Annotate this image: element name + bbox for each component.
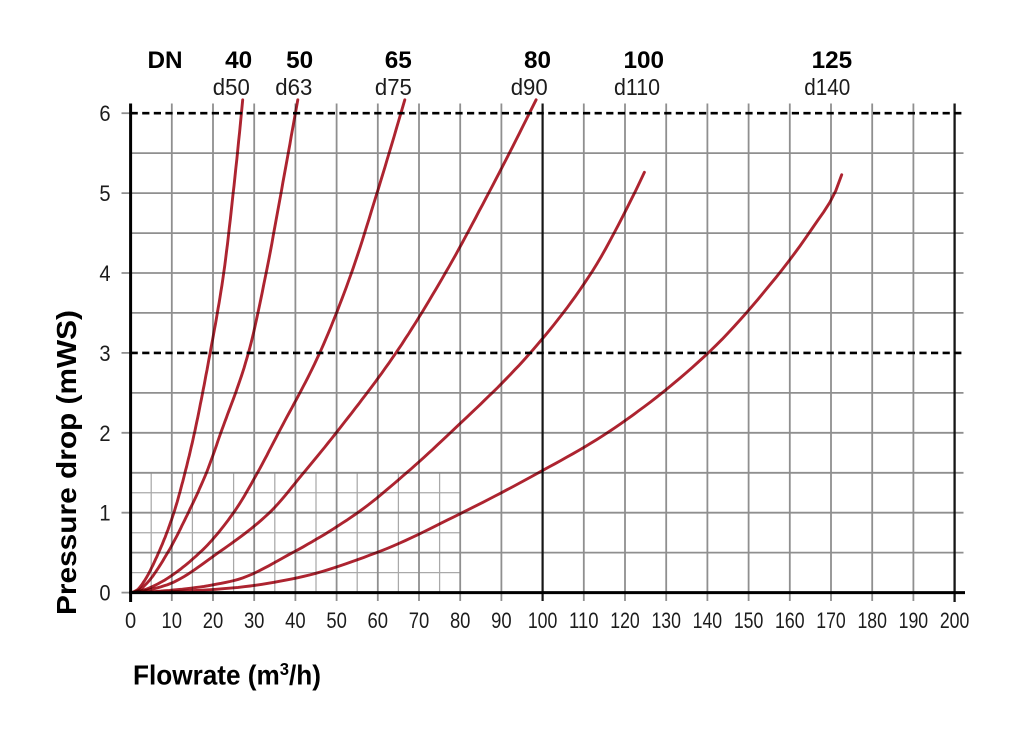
svg-text:6: 6 [99,101,110,126]
svg-text:120: 120 [610,608,640,633]
svg-text:20: 20 [203,608,224,633]
svg-text:4: 4 [99,261,110,286]
svg-text:125: 125 [812,47,853,74]
svg-text:160: 160 [775,608,805,633]
svg-text:70: 70 [409,608,430,633]
svg-text:170: 170 [816,608,846,633]
svg-text:130: 130 [651,608,681,633]
svg-text:30: 30 [244,608,265,633]
svg-text:50: 50 [286,47,313,74]
svg-text:3: 3 [99,341,110,366]
svg-text:Pressure drop (mWS): Pressure drop (mWS) [51,310,82,615]
svg-text:40: 40 [285,608,306,633]
svg-text:150: 150 [734,608,764,633]
svg-text:d63: d63 [275,74,312,100]
svg-text:50: 50 [326,608,347,633]
svg-text:2: 2 [99,421,110,446]
svg-text:90: 90 [491,608,512,633]
svg-text:180: 180 [857,608,887,633]
svg-text:1: 1 [99,501,110,526]
svg-text:110: 110 [569,608,599,633]
svg-text:200: 200 [940,608,970,633]
svg-text:100: 100 [624,47,665,74]
svg-text:d140: d140 [804,74,850,100]
svg-text:190: 190 [899,608,929,633]
svg-text:d110: d110 [614,74,660,100]
svg-text:140: 140 [693,608,723,633]
svg-text:DN: DN [147,47,182,74]
svg-text:65: 65 [385,47,412,74]
svg-text:10: 10 [162,608,183,633]
svg-text:80: 80 [524,47,551,74]
svg-text:60: 60 [368,608,389,633]
svg-text:40: 40 [225,47,252,74]
svg-text:5: 5 [99,181,110,206]
svg-text:80: 80 [450,608,471,633]
svg-text:100: 100 [528,608,558,633]
svg-text:d90: d90 [511,74,548,100]
svg-text:0: 0 [99,581,110,606]
svg-text:d75: d75 [375,74,412,100]
svg-text:d50: d50 [213,74,250,100]
svg-text:Flowrate (m3/h): Flowrate (m3/h) [133,659,321,691]
svg-text:0: 0 [125,608,136,633]
